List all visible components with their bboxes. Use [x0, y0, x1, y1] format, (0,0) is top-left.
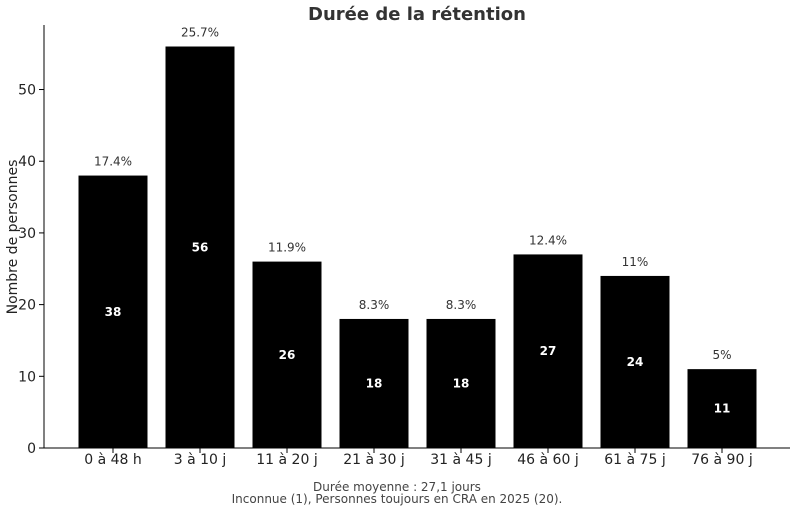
y-axis-label: Nombre de personnes	[5, 160, 21, 315]
x-tick-label: 11 à 20 j	[256, 452, 317, 468]
x-tick-label: 46 à 60 j	[517, 452, 578, 468]
bar	[78, 175, 148, 448]
bar-percent-label: 25.7%	[181, 26, 219, 40]
bar-percent-label: 11%	[622, 255, 649, 269]
x-tick-label: 21 à 30 j	[343, 452, 404, 468]
bar-percent-label: 8.3%	[446, 298, 477, 312]
bar	[426, 318, 496, 448]
x-tick-label: 76 à 90 j	[691, 452, 752, 468]
y-tick-label: 0	[27, 441, 36, 457]
x-tick-label: 31 à 45 j	[430, 452, 491, 468]
x-axis-ticks: 0 à 48 h 3 à 10 j 11 à 20 j 21 à 30 j 31 à 4…	[84, 448, 753, 468]
footnote-average: Durée moyenne : 27,1 jours	[313, 480, 481, 494]
bar-percent-label: 8.3%	[359, 298, 390, 312]
footnote-unknown: Inconnue (1), Personnes toujours en CRA …	[232, 492, 563, 506]
bar-value-label: 26	[279, 348, 296, 362]
bar-percent-label: 11.9%	[268, 241, 306, 255]
bar	[687, 369, 757, 448]
bar-value-label: 18	[366, 376, 383, 390]
bar-value-label: 11	[714, 402, 731, 416]
bar-value-label: 18	[453, 376, 470, 390]
bar-value-label: 38	[105, 305, 122, 319]
bar	[600, 275, 670, 448]
bar	[165, 46, 235, 448]
y-tick-label: 50	[18, 83, 36, 99]
bar-value-label: 24	[627, 355, 644, 369]
chart-title: Durée de la rétention	[308, 4, 526, 25]
x-tick-label: 61 à 75 j	[604, 452, 665, 468]
x-tick-label: 3 à 10 j	[174, 452, 227, 468]
y-tick-label: 20	[18, 298, 36, 314]
bar	[252, 261, 322, 448]
y-tick-label: 30	[18, 226, 36, 242]
bar-value-label: 27	[540, 344, 557, 358]
x-tick-label: 0 à 48 h	[84, 452, 142, 468]
bar-percent-label: 12.4%	[529, 233, 567, 247]
bar	[513, 254, 583, 448]
bar-percent-label: 17.4%	[94, 155, 132, 169]
bar-value-label: 56	[192, 240, 209, 254]
y-tick-label: 10	[18, 369, 36, 385]
y-tick-label: 40	[18, 154, 36, 170]
bar	[339, 318, 409, 448]
y-axis-ticks: 0 10 20 30 40 50	[18, 83, 44, 457]
bars-group: 38 17.4% 56 25.7% 26 11.9% 18 8.3% 18 8.3% 27 12.4%…	[78, 26, 757, 448]
bar-percent-label: 5%	[712, 348, 731, 362]
